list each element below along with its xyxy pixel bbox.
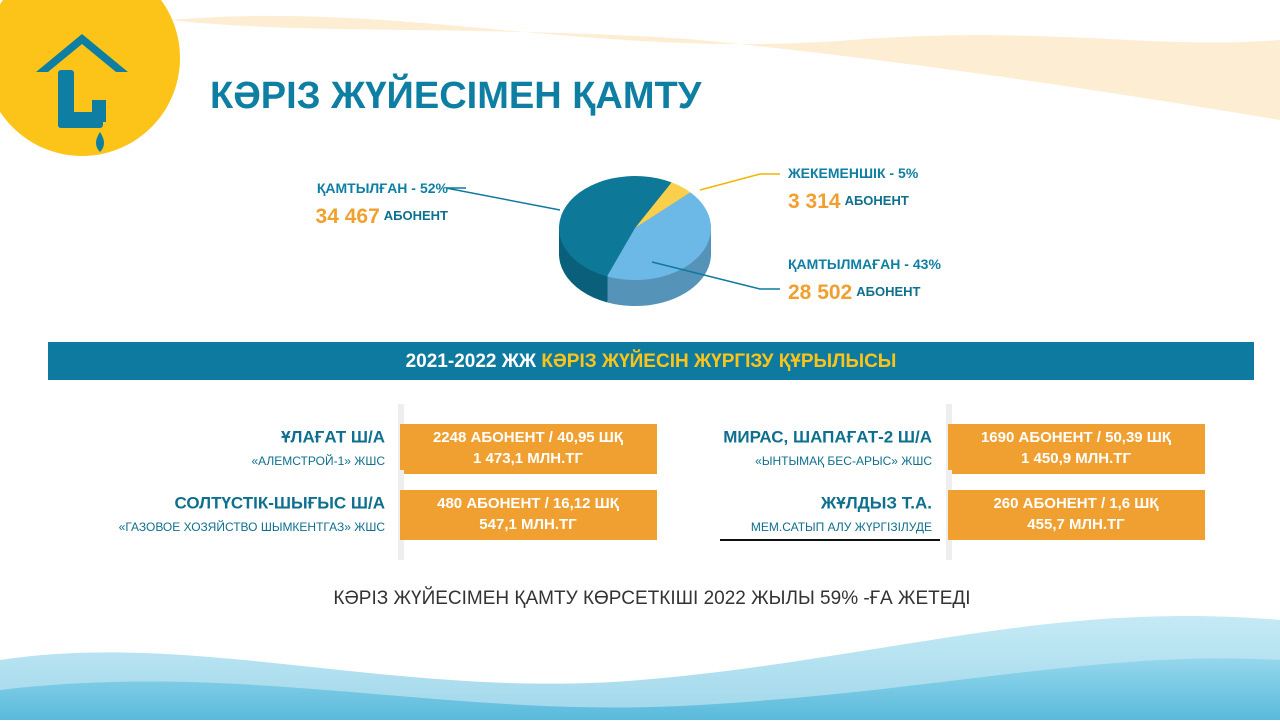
pie-slice [607,192,711,280]
project-line1: 480 АБОНЕНТ / 16,12 ШҚ [437,495,620,512]
pie-slice [635,182,691,228]
project-org: «ГАЗОВОЕ ХОЗЯЙСТВО ШЫМКЕНТГАЗ» ЖШС [119,519,386,534]
project-line2: 547,1 МЛН.ТГ [479,516,577,533]
banner-title: КӘРІЗ ЖҮЙЕСІН ЖҮРГІЗУ ҚҰРЫЛЫСЫ [541,350,896,372]
slice-name: ҚАМТЫЛҒАН - [317,180,416,196]
project-name: ҰЛАҒАТ Ш/А [281,427,385,446]
banner [48,342,1254,380]
count-unit: АБОНЕНТ [845,193,909,208]
project-line2: 455,7 МЛН.ТГ [1027,516,1125,533]
slice-count: 28 502 АБОНЕНТ [788,281,921,304]
project-box [948,424,1205,474]
slice-label: ҚАМТЫЛМАҒАН -43% [788,256,941,272]
project-line1: 1690 АБОНЕНТ / 50,39 ШҚ [981,429,1172,446]
slice-label: ЖЕКЕМЕНШІК -5% [787,165,919,181]
top-wave [170,15,1280,120]
logo-circle [0,0,180,156]
banner-text: 2021-2022 ЖЖ КӘРІЗ ЖҮЙЕСІН ЖҮРГІЗУ ҚҰРЫЛ… [406,350,897,372]
footer: КӘРІЗ ЖҮЙЕСІМЕН ҚАМТУ КӨРСЕТКІШІ 2022 ЖЫ… [333,587,970,609]
logo-icon [36,34,128,152]
title: КӘРІЗ ЖҮЙЕСІМЕН ҚАМТУ [210,72,702,117]
leader-line [651,261,780,290]
project-box [948,490,1205,540]
project-org: «АЛЕМСТРОЙ-1» ЖШС [251,453,385,468]
project-name: ЖҰЛДЫЗ Т.А. [820,493,932,512]
slice-name: ҚАМТЫЛМАҒАН - [788,256,909,272]
slice-percent: 5% [898,165,919,181]
project-org: МЕМ.САТЫП АЛУ ЖҮРГІЗІЛУДЕ [751,520,932,534]
banner-years: 2021-2022 ЖЖ [406,351,537,372]
project-line1: 2248 АБОНЕНТ / 40,95 ШҚ [433,429,624,446]
count-number: 28 502 [788,281,852,304]
project-box [400,424,657,474]
count-unit: АБОНЕНТ [384,208,448,223]
project-line2: 1 473,1 МЛН.ТГ [473,450,583,467]
slice-label: ҚАМТЫЛҒАН -52% [317,180,449,196]
count-unit: АБОНЕНТ [856,284,920,299]
project-name: МИРАС, ШАПАҒАТ-2 Ш/А [723,427,932,446]
bottom-wave [0,658,1280,720]
slice-percent: 52% [420,180,449,196]
project-line2: 1 450,9 МЛН.ТГ [1021,450,1131,467]
project-name: СОЛТҮСТІК-ШЫҒЫС Ш/А [174,493,385,512]
count-number: 3 314 [788,190,841,213]
count-number: 34 467 [316,205,380,228]
pie-slice [559,176,672,277]
project-line1: 260 АБОНЕНТ / 1,6 ШҚ [993,495,1159,512]
slice-name: ЖЕКЕМЕНШІК - [787,165,894,181]
leader-line [699,173,780,191]
leader-line [445,187,561,211]
slice-count: 3 314 АБОНЕНТ [788,190,909,213]
slice-percent: 43% [913,256,942,272]
projects: ҰЛАҒАТ Ш/А «АЛЕМСТРОЙ-1» ЖШС 2248 АБОНЕНТ … [119,404,1205,560]
project-box [400,490,657,540]
project-org: «ЫНТЫМАҚ БЕС-АРЫС» ЖШС [755,454,932,468]
slice-count: 34 467 АБОНЕНТ [316,205,449,228]
